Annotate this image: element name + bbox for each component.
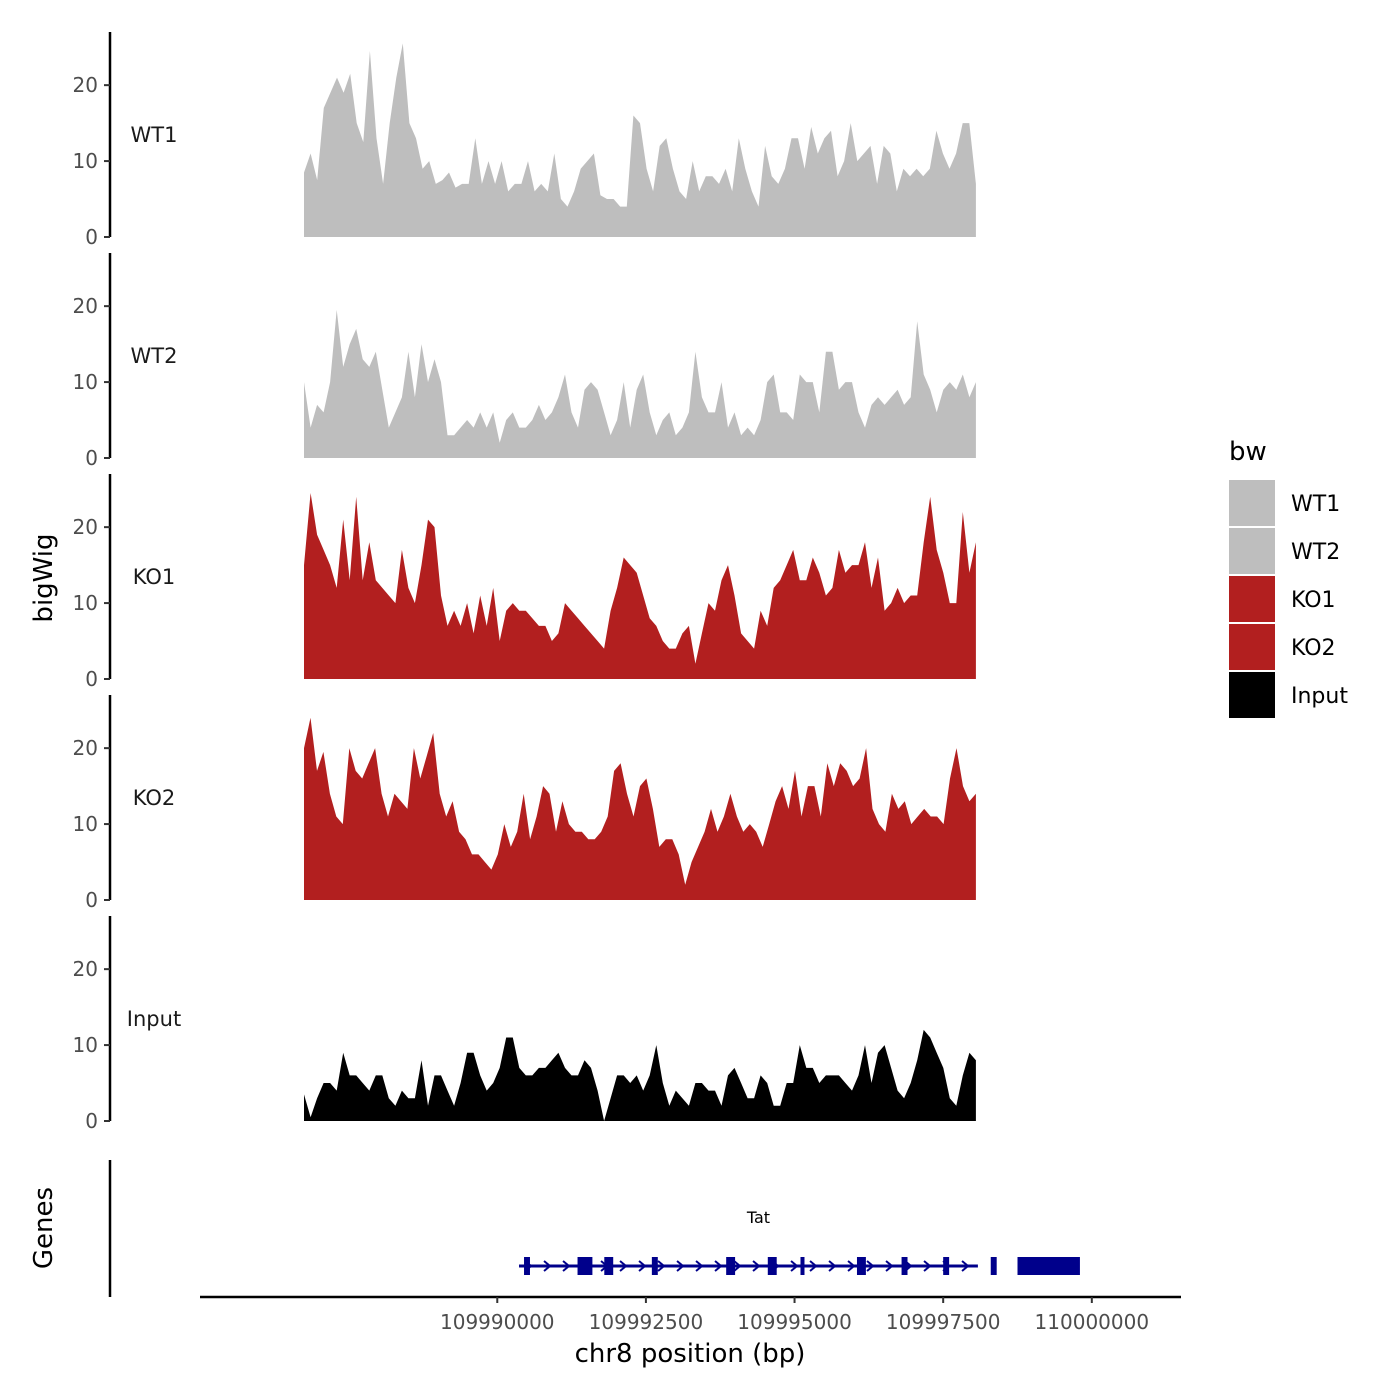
strand-arrow bbox=[657, 1260, 666, 1272]
track-label-wt2: WT2 bbox=[131, 344, 178, 368]
track-label-input: Input bbox=[127, 1007, 181, 1031]
genes-track: Tat bbox=[108, 1160, 1080, 1297]
y-tick-label: 0 bbox=[85, 888, 98, 912]
y-tick-label: 20 bbox=[73, 736, 98, 760]
gene-exon bbox=[943, 1257, 950, 1275]
y-tick-label: 20 bbox=[73, 957, 98, 981]
x-axis: 109990000 109992500 109995000 109997500 1100… bbox=[200, 1295, 1181, 1334]
x-tick-label: 109990000 bbox=[440, 1310, 555, 1334]
legend-label-ko2: KO2 bbox=[1291, 636, 1336, 661]
strand-arrow bbox=[809, 1260, 818, 1272]
legend-swatch-wt2 bbox=[1229, 528, 1275, 574]
gene-exon bbox=[990, 1257, 997, 1275]
gene-exon bbox=[524, 1257, 530, 1275]
coverage-area-wt1 bbox=[304, 43, 976, 238]
track-label-wt1: WT1 bbox=[131, 123, 178, 147]
gene-exon bbox=[726, 1257, 736, 1275]
gene-exon bbox=[856, 1257, 866, 1275]
strand-arrow bbox=[714, 1260, 723, 1272]
legend-label-wt2: WT2 bbox=[1291, 540, 1340, 565]
strand-arrow bbox=[866, 1260, 875, 1272]
y-tick-label: 0 bbox=[85, 667, 98, 691]
strand-arrow bbox=[562, 1260, 571, 1272]
legend-swatch-wt1 bbox=[1229, 480, 1275, 526]
coverage-area-ko1 bbox=[304, 493, 976, 679]
strand-arrow bbox=[885, 1260, 894, 1272]
coverage-tracks: 0 10 20 WT1 0 10 20 WT2 0 10 20 KO1 0 10 20 KO2 0 10 20 Inp… bbox=[73, 32, 976, 1133]
y-tick-label: 0 bbox=[85, 446, 98, 470]
legend-label-input: Input bbox=[1291, 684, 1348, 709]
strand-arrow bbox=[676, 1260, 685, 1272]
y-tick-label: 10 bbox=[73, 370, 98, 394]
strand-arrow bbox=[847, 1260, 856, 1272]
legend-title: bw bbox=[1229, 437, 1267, 467]
strand-arrow bbox=[619, 1260, 628, 1272]
track-ko2: 0 10 20 KO2 bbox=[73, 695, 976, 912]
strand-arrow bbox=[543, 1260, 552, 1272]
strand-arrow bbox=[828, 1260, 837, 1272]
strand-arrow bbox=[638, 1260, 647, 1272]
genes-axis-label: Genes bbox=[29, 1187, 59, 1269]
y-tick-label: 10 bbox=[73, 591, 98, 615]
legend-swatch-input bbox=[1229, 672, 1275, 718]
y-axis-label: bigWig bbox=[29, 533, 59, 622]
gene-name-label: Tat bbox=[746, 1208, 770, 1227]
x-tick-label: 109995000 bbox=[737, 1310, 852, 1334]
strand-arrow bbox=[695, 1260, 704, 1272]
gene-exon bbox=[1017, 1257, 1080, 1275]
y-tick-label: 10 bbox=[73, 1033, 98, 1057]
coverage-area-wt2 bbox=[304, 309, 976, 458]
x-axis-label: chr8 position (bp) bbox=[575, 1339, 806, 1369]
y-tick-label: 10 bbox=[73, 812, 98, 836]
legend: bw WT1 WT2 KO1 KO2 Input bbox=[1229, 437, 1348, 718]
strand-arrow bbox=[961, 1260, 970, 1272]
legend-label-ko1: KO1 bbox=[1291, 588, 1336, 613]
track-ko1: 0 10 20 KO1 bbox=[73, 474, 976, 691]
y-tick-label: 0 bbox=[85, 1109, 98, 1133]
gene-exon bbox=[651, 1257, 658, 1275]
gene-exon bbox=[604, 1257, 614, 1275]
legend-swatch-ko1 bbox=[1229, 576, 1275, 622]
strand-arrow bbox=[752, 1260, 761, 1272]
x-tick-label: 110000000 bbox=[1035, 1310, 1150, 1334]
gene-exon bbox=[901, 1257, 908, 1275]
y-tick-label: 10 bbox=[73, 149, 98, 173]
track-wt2: 0 10 20 WT2 bbox=[73, 253, 976, 470]
x-tick-label: 109997500 bbox=[886, 1310, 1001, 1334]
strand-arrow bbox=[733, 1260, 742, 1272]
y-tick-label: 20 bbox=[73, 294, 98, 318]
x-tick-label: 109992500 bbox=[589, 1310, 704, 1334]
legend-swatch-ko2 bbox=[1229, 624, 1275, 670]
y-tick-label: 20 bbox=[73, 73, 98, 97]
y-tick-label: 20 bbox=[73, 515, 98, 539]
track-wt1: 0 10 20 WT1 bbox=[73, 32, 976, 249]
coverage-area-input bbox=[304, 1029, 976, 1121]
gene-exon bbox=[577, 1257, 593, 1275]
legend-label-wt1: WT1 bbox=[1291, 492, 1340, 517]
track-input: 0 10 20 Input bbox=[73, 916, 976, 1133]
coverage-area-ko2 bbox=[304, 717, 976, 900]
gene-exon bbox=[767, 1257, 777, 1275]
track-label-ko1: KO1 bbox=[133, 565, 176, 589]
strand-arrow bbox=[790, 1260, 799, 1272]
strand-arrow bbox=[923, 1260, 932, 1272]
gene-exon bbox=[800, 1257, 805, 1275]
track-label-ko2: KO2 bbox=[133, 786, 176, 810]
y-tick-label: 0 bbox=[85, 225, 98, 249]
